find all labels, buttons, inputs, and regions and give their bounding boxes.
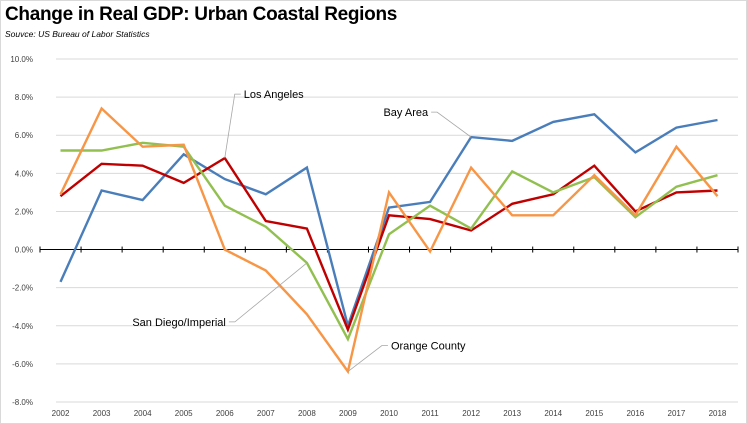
annotation-leader-line (228, 262, 308, 323)
annotations: Los Angeles Bay Area San Diego/Imperial Ora… (132, 89, 472, 372)
x-tick-label: 2012 (462, 409, 480, 418)
x-tick-label: 2018 (709, 409, 727, 418)
x-tick-label: 2002 (52, 409, 70, 418)
gridlines (56, 58, 738, 403)
x-tick-label: 2004 (134, 409, 152, 418)
y-tick-label: -8.0% (12, 398, 33, 407)
annotation-leader-line (224, 93, 241, 159)
y-tick-label: 0.0% (15, 246, 33, 255)
series-line-bay-area (59, 113, 718, 330)
x-tick-label: 2014 (544, 409, 562, 418)
chart-title: Change in Real GDP: Urban Coastal Region… (5, 4, 398, 25)
annotation-leader-line (431, 111, 472, 138)
x-tick-label: 2005 (175, 409, 193, 418)
annotation-label: Bay Area (383, 107, 429, 119)
x-tick-label: 2011 (421, 409, 439, 418)
y-axis: 10.0% 8.0% 6.0% 4.0% 2.0% 0.0% -2.0% -4.0% -6.0%… (10, 55, 33, 407)
chart-subtitle: Souvce: US Bureau of Labor Statistics (5, 29, 150, 39)
annotation-leader-line (347, 345, 388, 372)
series-line-orange-county (59, 106, 719, 375)
x-tick-label: 2010 (380, 409, 398, 418)
y-tick-label: -2.0% (12, 284, 33, 293)
annotation-label: Orange County (391, 341, 466, 353)
x-tick-label: 2006 (216, 409, 234, 418)
x-tick-label: 2017 (668, 409, 686, 418)
y-tick-label: 6.0% (15, 131, 33, 140)
series-lines (59, 106, 719, 375)
y-tick-label: 4.0% (15, 169, 33, 178)
y-tick-label: 2.0% (15, 207, 33, 216)
annotation-label: San Diego/Imperial (132, 317, 226, 329)
y-tick-label: -6.0% (12, 360, 33, 369)
y-tick-label: -4.0% (12, 322, 33, 331)
x-tick-label: 2015 (585, 409, 603, 418)
x-tick-label: 2016 (626, 409, 644, 418)
x-tick-label: 2009 (339, 409, 357, 418)
annotation-label: Los Angeles (244, 89, 304, 101)
y-tick-label: 8.0% (15, 93, 33, 102)
x-axis: 2002 2003 2004 2005 2006 2007 2008 2009 2010 2011… (39, 246, 739, 418)
y-tick-label: 10.0% (10, 55, 33, 64)
x-tick-label: 2013 (503, 409, 521, 418)
x-tick-label: 2007 (257, 409, 275, 418)
x-tick-label: 2003 (93, 409, 111, 418)
x-tick-label: 2008 (298, 409, 316, 418)
series-line-los-angeles (59, 156, 718, 333)
